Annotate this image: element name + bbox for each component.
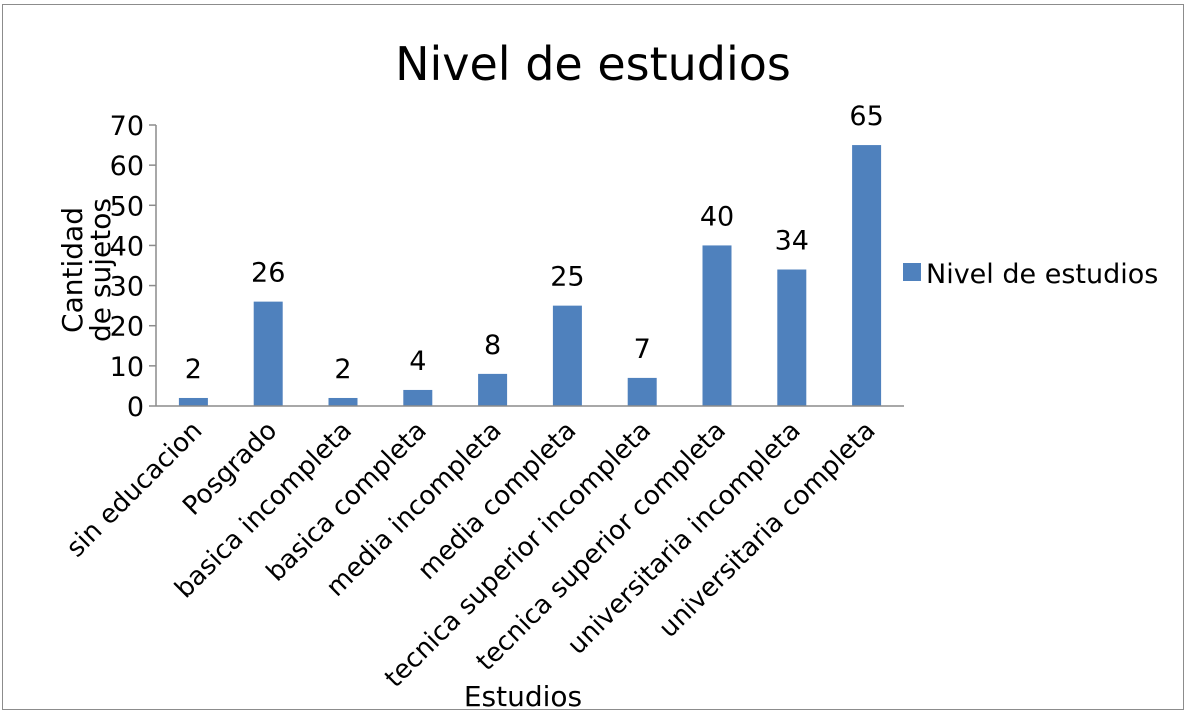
y-axis-ticks: 0 10 20 30 40 50 60 70 <box>110 111 156 423</box>
bar-data-label: 4 <box>409 346 426 377</box>
bar-data-label: 26 <box>251 258 285 289</box>
bar <box>478 373 508 406</box>
bar-data-label: 25 <box>550 262 584 293</box>
bar-data-label: 2 <box>185 354 202 385</box>
bar <box>178 397 208 406</box>
y-axis-title: Cantidad de sujetos <box>56 198 117 342</box>
bar <box>552 305 582 406</box>
y-tick-label: 10 <box>110 352 144 383</box>
y-tick-label: 50 <box>110 191 144 222</box>
y-axis-title-line-2: de sujetos <box>84 198 117 342</box>
bar <box>852 145 882 407</box>
legend-label: Nivel de estudios <box>926 259 1158 290</box>
legend: Nivel de estudios <box>903 259 1158 290</box>
bars-group: 2 26 2 4 8 25 7 40 34 65 <box>178 101 884 407</box>
bar <box>777 269 807 406</box>
bar-data-label: 7 <box>634 334 651 365</box>
y-tick-label: 70 <box>110 111 144 142</box>
y-tick-label: 60 <box>110 151 144 182</box>
x-tick-label: sin educacion <box>61 416 209 564</box>
x-axis-title: Estudios <box>464 680 582 712</box>
bar-data-label: 8 <box>484 330 501 361</box>
bar-data-label: 34 <box>775 226 809 257</box>
y-tick-label: 20 <box>110 312 144 343</box>
bar <box>403 389 433 406</box>
y-axis-title-line-1: Cantidad <box>56 207 89 333</box>
bar <box>702 245 732 406</box>
legend-swatch <box>903 263 921 281</box>
y-tick-label: 0 <box>127 392 144 423</box>
bar-data-label: 2 <box>334 354 351 385</box>
bar <box>253 301 283 406</box>
y-tick-label: 30 <box>110 272 144 303</box>
bar <box>328 397 358 406</box>
chart-title: Nivel de estudios <box>395 37 791 91</box>
y-tick-label: 40 <box>110 231 144 262</box>
bar <box>627 377 657 406</box>
chart-frame <box>2 4 1184 710</box>
bar-data-label: 65 <box>849 101 883 132</box>
bar-data-label: 40 <box>700 201 734 232</box>
